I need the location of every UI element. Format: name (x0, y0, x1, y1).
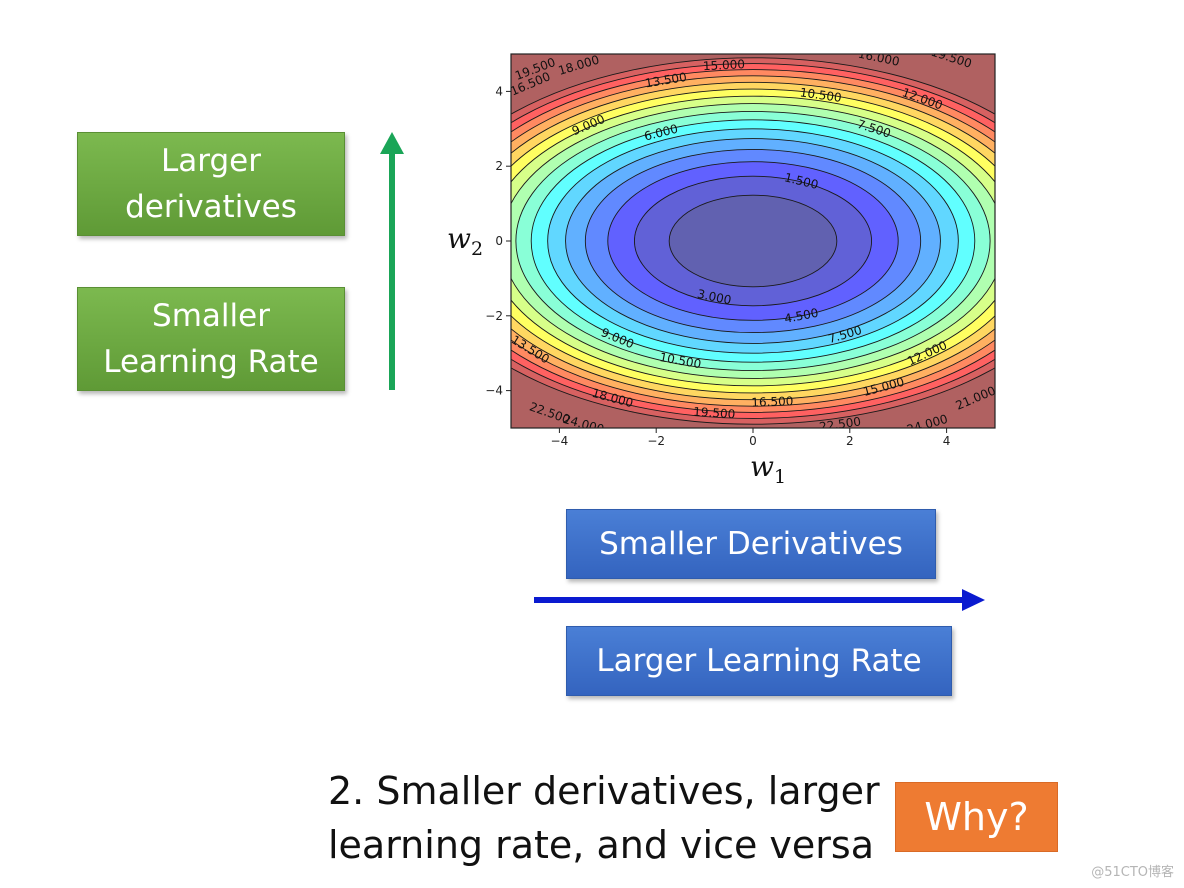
watermark: @51CTO博客 (1091, 865, 1174, 880)
contour-label: 3.000 (696, 287, 732, 308)
contour-label: 19.500 (693, 405, 736, 422)
y-tick-label: 0 (495, 234, 503, 248)
contour-label: 4.500 (783, 306, 819, 326)
contour-line (607, 161, 899, 321)
contour-line (511, 81, 995, 401)
contour-line (511, 63, 995, 419)
contour-line (511, 57, 995, 425)
contour-label: 15.000 (703, 57, 746, 73)
contour-label: 16.500 (751, 394, 793, 410)
contour-line (511, 95, 995, 387)
contour-label: 10.500 (799, 85, 843, 105)
contour-line (547, 128, 959, 354)
contour-line (511, 75, 995, 407)
contour-line (511, 103, 995, 379)
x-axis-label: w1 (750, 450, 786, 488)
caption-line-1: 2. Smaller derivatives, larger (328, 769, 880, 813)
contour-line (515, 110, 991, 372)
caption-line-2: learning rate, and vice versa (328, 823, 874, 867)
smaller-derivatives-box: Smaller Derivatives (566, 509, 936, 579)
y-tick-label: −4 (485, 384, 503, 398)
smaller-learning-rate-box: Smaller Learning Rate (77, 287, 345, 391)
blue-right-arrow (534, 589, 985, 611)
contour-line (584, 148, 922, 334)
x-tick-label: 0 (749, 434, 757, 448)
contour-line (565, 138, 941, 344)
contour-label: 13.500 (644, 70, 688, 91)
y-tick-label: 2 (495, 159, 503, 173)
y-axis-label: w2 (447, 222, 483, 260)
contour-line (511, 88, 995, 394)
x-tick-label: 2 (846, 434, 854, 448)
why-box: Why? (895, 782, 1058, 852)
contour-line (633, 175, 873, 307)
x-tick-label: −4 (551, 434, 569, 448)
smaller-learning-rate-line-2: Learning Rate (103, 344, 319, 380)
larger-derivatives-box: Larger derivatives (77, 132, 345, 236)
larger-learning-rate-box: Larger Learning Rate (566, 626, 952, 696)
contour-band (669, 195, 837, 287)
contour-line (668, 194, 838, 288)
x-tick-label: −2 (647, 434, 665, 448)
larger-derivatives-line-2: derivatives (125, 189, 297, 225)
y-tick-label: 4 (495, 84, 503, 98)
larger-derivatives-line-1: Larger (161, 143, 261, 179)
contour-line (511, 69, 995, 413)
contour-line (530, 119, 976, 363)
contour-label: 22.500 (818, 414, 862, 434)
smaller-learning-rate-line-1: Smaller (152, 298, 270, 334)
y-tick-label: −2 (485, 309, 503, 323)
green-up-arrow (380, 132, 404, 390)
caption: 2. Smaller derivatives, larger learning … (328, 764, 888, 872)
x-tick-label: 4 (943, 434, 951, 448)
